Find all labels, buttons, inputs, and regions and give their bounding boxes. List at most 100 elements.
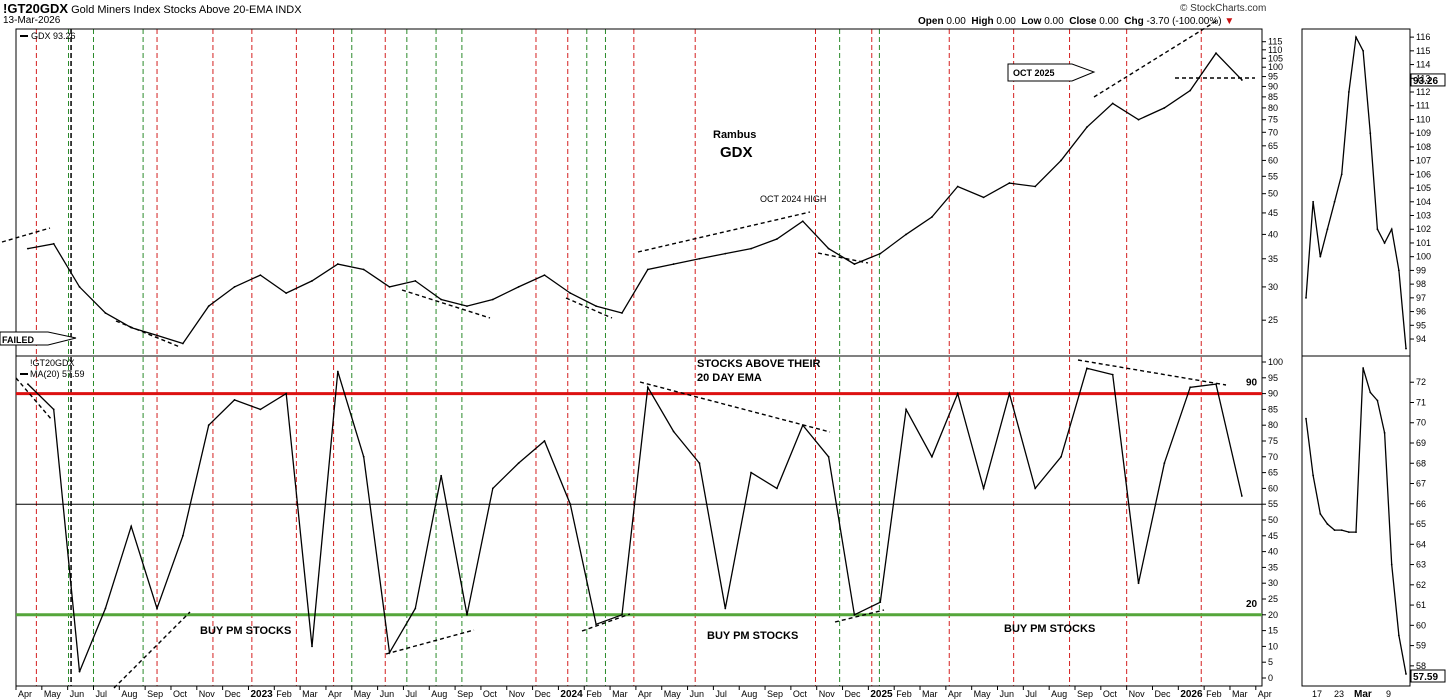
gdx-price-point [78,286,81,288]
breadth-point [698,462,701,465]
x-tick-label: May [44,689,62,699]
zoom-breadth-point [1347,531,1350,534]
x-tick-label: Dec [535,689,552,699]
breadth-tick-label: 60 [1268,483,1278,493]
x-tick-label: Oct [793,689,808,699]
breadth-tick-label: 65 [1268,468,1278,478]
gdx-price-point [853,263,856,265]
x-tick-label: Jun [1000,689,1015,699]
trendline [639,381,831,433]
chg-label: Chg [1124,16,1144,27]
x-tick-label: Oct [1103,689,1118,699]
zoom-price-tick-label: 105 [1416,183,1431,193]
price-tick-label: 65 [1268,141,1278,151]
breadth-point [956,392,959,395]
zoom-breadth-point [1390,563,1393,566]
zoom-breadth-point [1376,399,1379,402]
breadth-tick-label: 25 [1268,594,1278,604]
zoom-breadth-tick-label: 70 [1416,418,1426,428]
breadth-tick-label: 50 [1268,515,1278,525]
breadth-tick-label: 95 [1268,373,1278,383]
x-tick-label: Sep [457,689,473,699]
breadth-point [1085,367,1088,370]
breadth-tick-label: 10 [1268,641,1278,651]
x-tick-label: Apr [328,689,342,699]
chart-date: 13-Mar-2026 [3,15,61,26]
breadth-point [724,607,727,610]
zoom-price-tick-label: 106 [1416,169,1431,179]
x-tick-label: Mar [922,689,938,699]
breadth-point [466,613,468,616]
gdx-price-point [569,292,572,294]
x-tick-label: Apr [638,689,652,699]
buy-pm-label: BUY PM STOCKS [200,625,291,637]
x-tick-label: May [354,689,372,699]
gdx-price-point [1137,118,1140,121]
breadth-title-2: 20 DAY EMA [697,372,762,384]
breadth-point [440,474,443,477]
ohlc-readout: Open 0.00 High 0.00 Low 0.00 Close 0.00 … [918,16,1234,27]
zoom-x-label: Mar [1354,689,1372,700]
breadth-point [414,607,417,610]
price-tick-label: 75 [1268,115,1278,125]
breadth-panel: 0 5 10 15 20 25 30 35 40 45 50 55 60 65 70 75 80 85 90 95 10… [16,357,1283,683]
x-tick-label: Feb [276,689,292,699]
zoom-breadth-point [1383,431,1386,434]
breadth-point [879,601,882,604]
zoom-breadth-tick-label: 61 [1416,600,1426,610]
zoom-breadth-point [1312,474,1315,477]
gdx-price-point [207,305,210,308]
breadth-point [285,392,288,395]
x-tick-label: Nov [509,689,526,699]
description: Gold Miners Index Stocks Above 20-EMA [71,4,273,16]
oct2024-label: OCT 2024 HIGH [760,194,826,204]
zoom-price-point [1326,228,1329,231]
breadth-tick-label: 20 [1268,610,1278,620]
price-tick-label: 80 [1268,103,1278,113]
price-tick-label: 70 [1268,127,1278,137]
breadth-point [1111,373,1114,376]
x-tick-label: Jun [380,689,395,699]
gdx-price-point [956,185,959,188]
price-tick-label: 60 [1268,155,1278,165]
buy-pm-label: BUY PM STOCKS [707,630,798,642]
x-tick-label: Jul [715,689,727,699]
down-arrow-icon: ▼ [1224,16,1235,27]
trendline [581,613,631,632]
breadth-tick-label: 40 [1268,547,1278,557]
x-tick-label: Apr [18,689,32,699]
gdx-price-point [491,298,494,301]
chart-title: !GT20GDX Gold Miners Index Stocks Above … [3,1,302,16]
breadth-point [646,386,649,389]
zoom-price-tick-label: 102 [1416,224,1431,234]
x-tick-label: Jul [1025,689,1037,699]
x-tick-label: Jun [70,689,85,699]
price-tick-label: 40 [1268,229,1278,239]
breadth-tick-label: 45 [1268,531,1278,541]
x-tick-label: Aug [121,689,137,699]
chg-value: -3.70 (-100.00%) [1146,16,1222,27]
breadth-tick-label: 80 [1268,420,1278,430]
price-tick-label: 115 [1268,37,1282,47]
gdx-price-point [1111,102,1114,105]
gdx-price-point [52,242,55,245]
zoom-price-point [1383,242,1386,244]
reference-line-label: 20 [1246,599,1258,610]
breadth-tick-label: 55 [1268,499,1278,509]
annotations: Rambus GDX OCT 2024 HIGH OCT 2025 FAILED STOC… [0,19,1255,689]
panel-frames [15,28,1411,687]
zoom-breadth-point [1305,417,1307,420]
price-tick-label: 35 [1268,254,1278,264]
x-tick-label: 2026 [1180,689,1203,700]
zoom-breadth-tick-label: 59 [1416,641,1426,651]
price-tick-label: 90 [1268,81,1278,91]
breadth-point [853,613,856,616]
price-last-tag-box [1410,73,1446,87]
breadth-point [543,440,546,442]
x-tick-label: Aug [431,689,447,699]
breadth-point [982,487,985,490]
main-frame [15,28,1263,687]
zoom-breadth-point [1405,673,1407,675]
gdx-price-point [672,263,675,265]
reference-line-label: 90 [1246,378,1258,389]
